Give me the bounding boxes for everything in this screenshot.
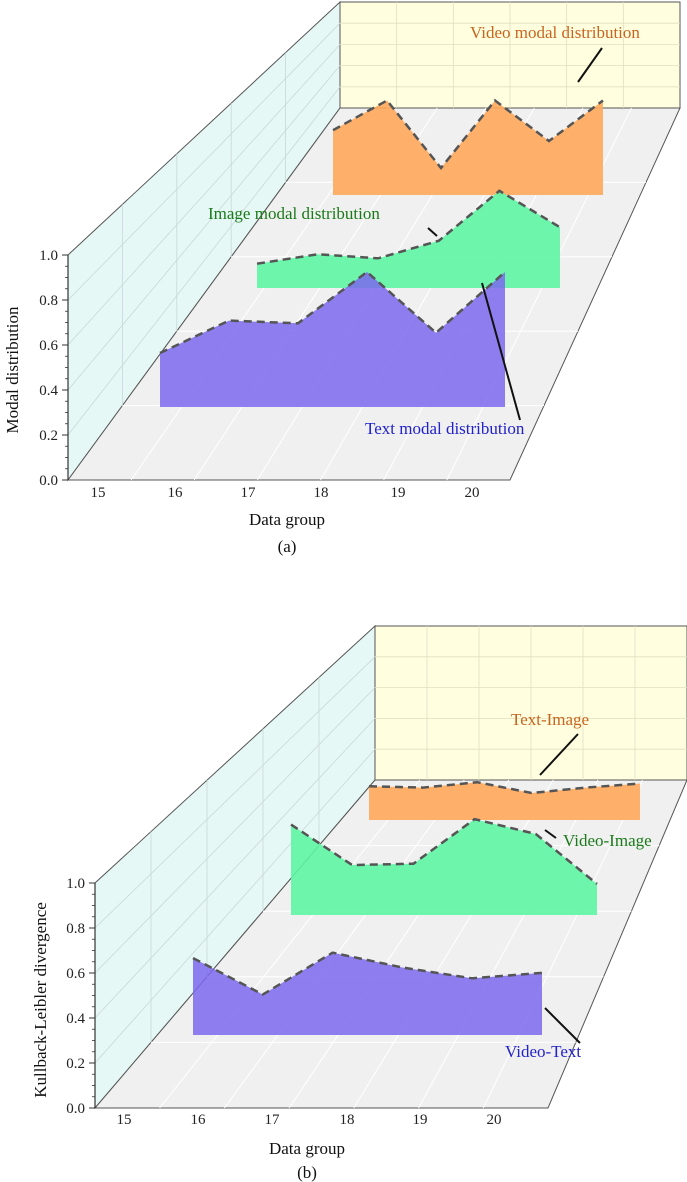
floor-grid-line	[482, 779, 643, 1109]
wall-grid-line	[94, 687, 376, 974]
series-area-0	[160, 272, 505, 407]
x-tick-label: 16	[168, 485, 184, 501]
x-tick-label: 15	[91, 485, 106, 501]
series-line-1	[290, 817, 598, 885]
series-line-0	[159, 270, 506, 355]
series-line-0	[192, 951, 543, 996]
wall-grid-line	[67, 65, 341, 391]
series-label-2: Video modal distribution	[470, 23, 640, 42]
x-tick-label: 19	[413, 1112, 428, 1128]
y-tick-label: 0.2	[66, 1056, 85, 1072]
x-axis-title: Data group	[269, 1139, 345, 1158]
wall-grid	[67, 22, 341, 436]
panel-a: 0.0 0.2 0.4 0.6 0.8 1.0 15 16 17 18 19 20 Data group…	[3, 0, 681, 556]
series-label-0: Video-Text	[505, 1042, 581, 1061]
floor-grid-line	[159, 779, 420, 1109]
series-area-1	[257, 190, 560, 288]
wall-grid-line	[67, 86, 341, 436]
series-label-leader-2	[539, 733, 579, 776]
series-label-leader-0	[544, 1007, 581, 1044]
series-area-2	[369, 782, 640, 820]
x-tick-label: 19	[391, 485, 406, 501]
series-label-2: Text-Image	[511, 710, 589, 729]
panel-caption: (b)	[297, 1163, 317, 1182]
back-wall-grid	[375, 626, 687, 780]
series-label-1: Video-Image	[563, 831, 652, 850]
wall-grid-line	[94, 748, 376, 1064]
y-tick-label: 1.0	[66, 876, 85, 892]
x-axis-title: Data group	[249, 510, 325, 529]
series-line-1	[256, 189, 561, 265]
series-line-2	[332, 98, 604, 171]
y-tick-label: 0.8	[66, 921, 85, 937]
series-label-leader-0	[481, 282, 521, 421]
y-tick-label: 0.4	[66, 1011, 85, 1027]
y-tick-label: 0.6	[39, 338, 58, 354]
x-tick-label: 17	[241, 485, 257, 501]
series-label-1: Image modal distribution	[208, 204, 380, 223]
series-area-1	[291, 819, 597, 915]
x-tick-label: 16	[191, 1112, 207, 1128]
series-label-leader-2	[577, 47, 603, 83]
x-tick-label: 20	[487, 1112, 502, 1128]
back-wall-grid	[340, 2, 680, 108]
series-label-0: Text modal distribution	[365, 419, 525, 438]
wall-grid-line	[94, 656, 376, 929]
y-tick-label: 0.6	[66, 966, 85, 982]
y-tick-label: 0.2	[39, 428, 58, 444]
x-tick-label: 20	[465, 485, 480, 501]
panel-caption: (a)	[278, 537, 297, 556]
x-tick-label: 18	[340, 1112, 355, 1128]
series-line-2	[368, 780, 641, 795]
wall-grid-line	[67, 44, 341, 346]
series-label-leader-1	[427, 227, 438, 237]
y-tick-label: 1.0	[39, 248, 58, 264]
y-tick-label: 0.0	[39, 473, 58, 489]
y-tick-label: 0.4	[39, 383, 58, 399]
x-tick-label: 17	[265, 1112, 281, 1128]
panel-b: 0.0 0.2 0.4 0.6 0.8 1.0 15 16 17 18 19 20 Data group…	[31, 624, 687, 1182]
series-area-2	[333, 100, 603, 195]
wall-grid-line	[94, 718, 376, 1019]
y-axis-title: Modal distribution	[3, 306, 22, 434]
wall-grid	[94, 656, 376, 1064]
floor-grid-line	[418, 779, 599, 1109]
series-area-0	[193, 952, 542, 1035]
y-tick-label: 0.8	[39, 293, 58, 309]
x-tick-label: 18	[314, 485, 329, 501]
y-tick-label: 0.0	[66, 1101, 85, 1117]
floor-grid-line	[224, 779, 465, 1109]
series-label-leader-1	[544, 829, 557, 839]
y-axis-title: Kullback-Leibler divergence	[31, 902, 50, 1098]
x-tick-label: 15	[117, 1112, 132, 1128]
wall-grid-line	[67, 22, 341, 301]
